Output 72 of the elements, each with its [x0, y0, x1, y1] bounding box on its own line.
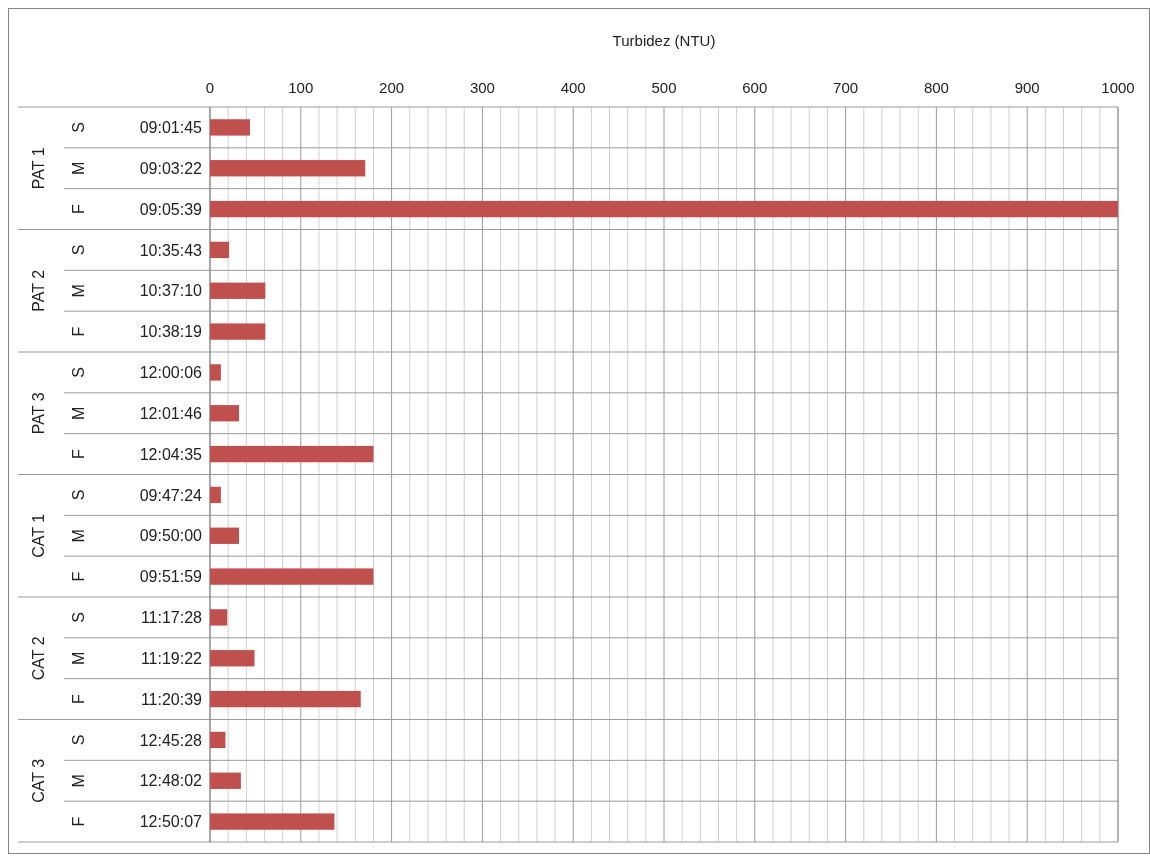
y-tick-label: 11:19:22	[140, 649, 203, 667]
y-tick-label: 09:50:00	[139, 527, 203, 545]
y-tick-label: 12:45:28	[139, 731, 203, 749]
bar	[210, 282, 266, 299]
bar	[210, 160, 366, 177]
text: F	[69, 448, 87, 459]
text: CAT 1	[29, 513, 47, 558]
x-tick-label: 800	[923, 79, 949, 96]
bar	[210, 200, 1118, 218]
text: F	[69, 693, 87, 704]
text: PAT 1	[29, 147, 47, 190]
y-tick-label: 12:50:07	[139, 813, 203, 831]
text: S	[69, 244, 87, 256]
x-tick-label: 0	[205, 79, 215, 96]
text: S	[69, 367, 87, 378]
y-tick-label: 12:00:06	[139, 364, 203, 382]
bar	[210, 813, 335, 830]
x-tick-label: 400	[560, 79, 586, 96]
text: CAT 3	[29, 758, 47, 803]
bar	[210, 772, 241, 789]
x-tick-label: 300	[469, 79, 495, 96]
text: F	[69, 571, 87, 582]
y-tick-label: 09:03:22	[139, 159, 203, 177]
bar	[210, 731, 226, 749]
text: S	[69, 122, 87, 133]
text: F	[69, 326, 87, 337]
bar	[210, 119, 250, 136]
x-tick-label: 500	[651, 79, 677, 96]
y-tick-label: 10:38:19	[139, 323, 203, 341]
x-tick-label: 1000	[1101, 79, 1135, 96]
bar	[210, 364, 221, 381]
text: M	[69, 161, 87, 175]
x-tick-label: 100	[288, 79, 314, 96]
y-tick-label: 11:17:28	[140, 609, 203, 627]
y-tick-label: 09:47:24	[139, 486, 203, 504]
y-tick-label: 09:51:59	[139, 568, 203, 586]
text: S	[69, 489, 87, 501]
text: S	[69, 734, 87, 746]
text: M	[69, 651, 87, 665]
bar	[210, 445, 374, 463]
x-tick-label: 200	[379, 79, 405, 96]
y-tick-label: 12:04:35	[139, 445, 203, 463]
text: S	[69, 612, 87, 623]
text: M	[69, 406, 87, 420]
text: F	[69, 816, 87, 827]
text: M	[69, 284, 87, 298]
text: F	[69, 203, 87, 214]
y-tick-label: 09:05:39	[139, 200, 203, 218]
bar	[210, 241, 230, 259]
y-tick-label: 10:37:10	[139, 282, 203, 300]
bar	[210, 486, 221, 504]
text: CAT 2	[29, 636, 47, 681]
bar	[210, 527, 240, 544]
x-tick-label: 900	[1014, 79, 1040, 96]
text: PAT 2	[29, 269, 47, 312]
bar	[210, 568, 374, 585]
x-tick-label: 600	[742, 79, 768, 96]
y-tick-label: 09:01:45	[139, 119, 203, 137]
y-tick-label: 12:48:02	[139, 772, 203, 790]
text: PAT 3	[29, 392, 47, 435]
y-tick-label: 11:20:39	[140, 690, 203, 708]
bar	[210, 650, 255, 667]
bar	[210, 609, 228, 626]
x-tick-label: 700	[833, 79, 859, 96]
bar	[210, 323, 266, 340]
text: M	[69, 774, 87, 788]
y-tick-label: 12:01:46	[139, 404, 203, 422]
text: M	[69, 529, 87, 543]
y-tick-label: 10:35:43	[139, 241, 203, 259]
x-axis-title: Turbidez (NTU)	[612, 32, 716, 49]
bar	[210, 690, 361, 708]
bar	[210, 405, 240, 422]
